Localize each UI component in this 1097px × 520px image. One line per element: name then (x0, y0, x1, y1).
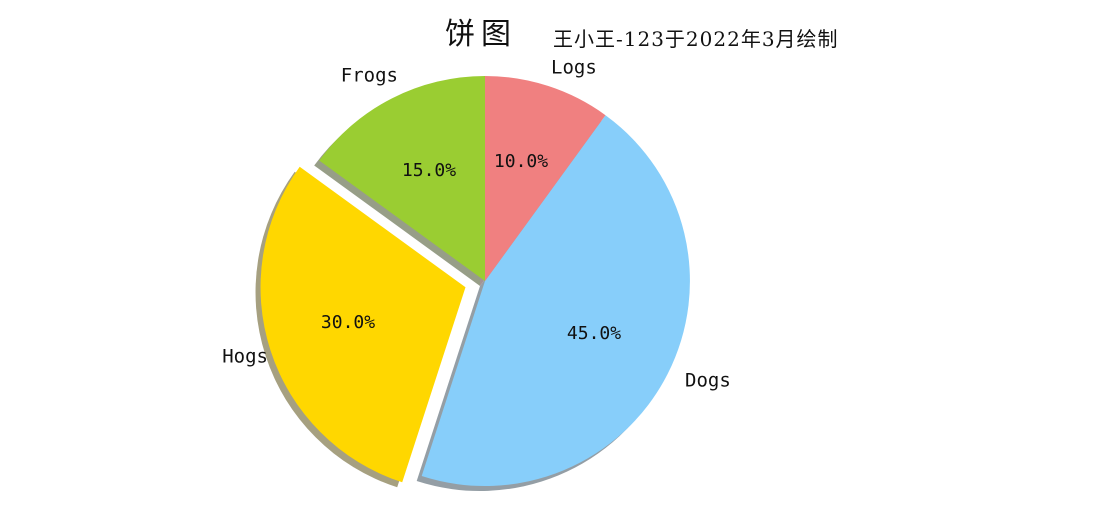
chart-annotation: 王小王-123于2022年3月绘制 (553, 27, 839, 51)
chart-title: 饼图 (445, 17, 517, 52)
pie-slice-frogs (319, 76, 485, 281)
pie-slice-dogs (421, 115, 690, 486)
pie-slice-logs (485, 76, 606, 281)
slice-label-hogs: Hogs (222, 345, 268, 368)
slice-pct-hogs: 30.0% (320, 312, 376, 333)
slice-pct-logs: 10.0% (493, 151, 549, 172)
slice-label-dogs: Dogs (685, 369, 731, 392)
slice-label-frogs: Frogs (340, 64, 398, 87)
slice-label-logs: Logs (551, 56, 597, 79)
slice-pct-frogs: 15.0% (401, 160, 457, 181)
pie-slice-hogs (260, 166, 466, 483)
slice-pct-dogs: 45.0% (566, 323, 622, 344)
